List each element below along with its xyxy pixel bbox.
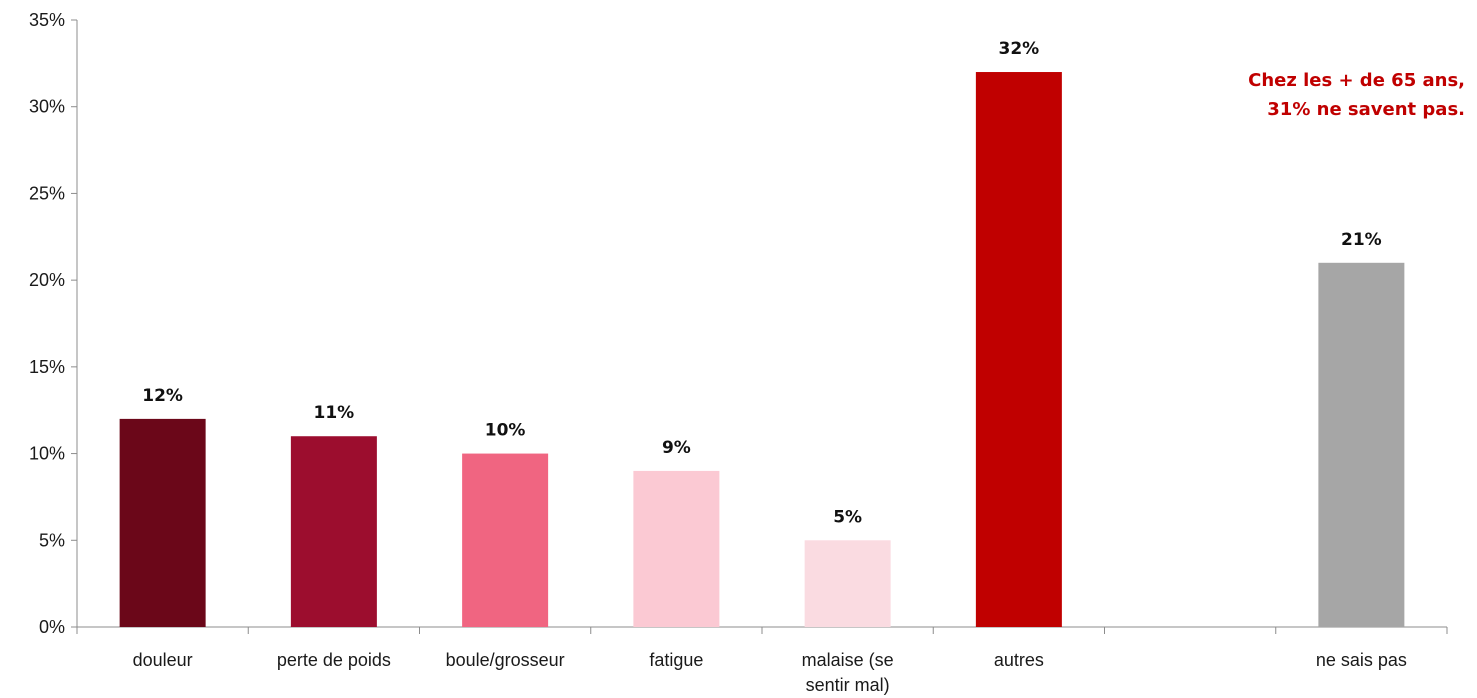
bar (975, 72, 1062, 628)
y-tick-label: 0% (39, 617, 65, 637)
y-tick-label: 10% (29, 444, 65, 464)
data-label: 5% (833, 507, 862, 527)
y-tick-label: 25% (29, 183, 65, 203)
data-label: 21% (1341, 230, 1382, 250)
x-tick-label: perte de poids (277, 650, 391, 670)
bar (804, 540, 891, 627)
x-tick-label: fatigue (649, 650, 703, 670)
y-tick-label: 20% (29, 270, 65, 290)
y-tick-label: 35% (29, 10, 65, 30)
annotation-line-1: Chez les + de 65 ans, (1248, 70, 1465, 91)
data-label: 32% (999, 39, 1040, 59)
annotation-note: Chez les + de 65 ans, 31% ne savent pas. (1105, 66, 1465, 124)
y-tick-label: 30% (29, 97, 65, 117)
labels: 12% douleur 11% perte de poids 10% boule/gros… (133, 39, 1407, 695)
annotation-line-2: 31% ne savent pas. (1267, 99, 1465, 120)
bar (290, 436, 377, 627)
data-label: 12% (142, 386, 183, 406)
x-tick-label: boule/grosseur (446, 650, 565, 670)
x-tick-label: sentir mal) (806, 675, 890, 695)
x-tick-label: autres (994, 650, 1044, 670)
bar (1318, 262, 1405, 627)
data-label: 11% (314, 403, 355, 423)
bar (633, 470, 720, 627)
data-label: 9% (662, 438, 691, 458)
data-label: 10% (485, 421, 526, 441)
bar (462, 453, 549, 627)
x-tick-label: malaise (se (802, 650, 894, 670)
x-tick-label: ne sais pas (1316, 650, 1407, 670)
x-tick-label: douleur (133, 650, 193, 670)
bars (119, 72, 1405, 628)
y-tick-label: 5% (39, 530, 65, 550)
bar (119, 418, 206, 627)
y-tick-label: 15% (29, 357, 65, 377)
